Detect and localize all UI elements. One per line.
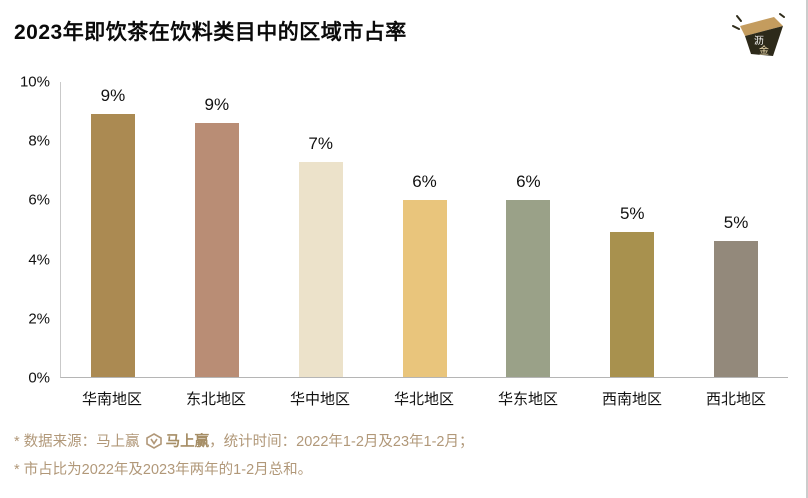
bar: [90, 114, 135, 377]
footnotes: * 数据来源：马上赢 马上赢，统计时间：2022年1-2月及23年1-2月； * …: [14, 428, 786, 485]
lijin-logo-icon: 沥 金: [732, 13, 785, 57]
bar-value-label: 6%: [516, 172, 541, 191]
y-axis-tick: 0%: [28, 369, 50, 387]
x-axis-label: 华东地区: [497, 391, 558, 408]
header: 2023年即饮茶在饮料类目中的区域市占率 沥 金: [0, 0, 806, 60]
bar-slot: 7%: [269, 82, 373, 377]
x-axis-labels: 华南地区 东北地区 华中地区 华北地区 华东地区 西南地区 西北地区: [60, 388, 788, 409]
logo-char-1: 沥: [754, 35, 764, 47]
bar: [402, 200, 447, 377]
bar: [194, 123, 239, 377]
bar: [714, 241, 759, 377]
footnote-1: * 数据来源：马上赢 马上赢，统计时间：2022年1-2月及23年1-2月；: [14, 428, 786, 456]
x-axis-label: 华南地区: [81, 391, 142, 408]
y-axis-tick: 4%: [28, 251, 50, 269]
bar-slot: 9%: [61, 82, 165, 377]
y-axis: 10% 8% 6% 4% 2% 0%: [12, 74, 60, 387]
footnote-1-suffix: ，统计时间：2022年1-2月及23年1-2月；: [209, 434, 474, 450]
bar: [506, 200, 551, 377]
x-axis-label: 东北地区: [185, 391, 246, 408]
brand-name: 马上赢: [165, 434, 210, 450]
bar-value-label: 9%: [204, 95, 230, 115]
x-axis-label: 华中地区: [289, 391, 350, 408]
bar-value-label: 6%: [412, 172, 437, 191]
bar-slot: 6%: [476, 82, 580, 377]
bar-value-label: 5%: [723, 213, 749, 233]
bar-slot: 5%: [684, 82, 788, 377]
bar: [610, 232, 655, 377]
y-axis-tick: 10%: [19, 73, 50, 91]
bar-value-label: 9%: [100, 86, 126, 106]
x-axis-label: 华北地区: [393, 391, 454, 408]
y-axis-tick: 2%: [28, 310, 50, 328]
mashangying-brand-icon: [145, 433, 162, 449]
logo-char-2: 金: [759, 44, 769, 57]
bar-slot: 5%: [580, 82, 684, 377]
y-axis-tick: 8%: [28, 132, 50, 150]
page-title: 2023年即饮茶在饮料类目中的区域市占率: [14, 21, 407, 44]
bar-chart: 10% 8% 6% 4% 2% 0% 9% 9% 7% 6% 6% 5% 5%: [12, 74, 788, 387]
bar: [298, 161, 343, 377]
plot-area: 9% 9% 7% 6% 6% 5% 5%: [60, 82, 788, 378]
footnote-2: * 市占比为2022年及2023年两年的1-2月总和。: [14, 462, 313, 479]
bar-value-label: 7%: [308, 133, 333, 153]
bar-slot: 9%: [165, 82, 269, 377]
x-axis-label: 西南地区: [601, 391, 662, 408]
y-axis-tick: 6%: [28, 191, 50, 209]
bar-slot: 6%: [373, 82, 477, 377]
bar-value-label: 5%: [619, 204, 645, 224]
x-axis-label: 西北地区: [705, 391, 766, 408]
footnote-1-prefix: * 数据来源：马上赢: [14, 434, 140, 450]
